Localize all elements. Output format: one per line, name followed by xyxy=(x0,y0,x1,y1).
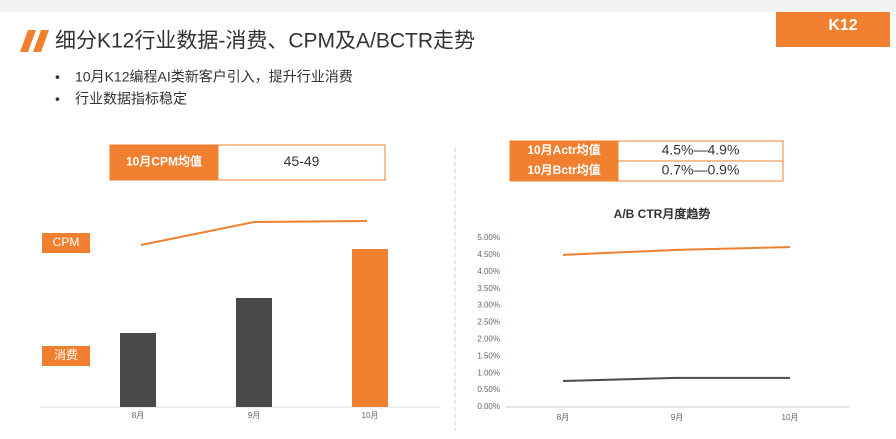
x-tick-label: 8月 xyxy=(557,413,569,422)
bullet: 行业数据指标稳定 xyxy=(75,91,187,107)
x-tick-label: 9月 xyxy=(248,411,260,420)
table-value: 0.7%—0.9% xyxy=(662,162,740,178)
chart-title: A/B CTR月度趋势 xyxy=(614,206,711,221)
table-value: 4.5%—4.9% xyxy=(662,142,740,158)
y-tick-label: 2.50% xyxy=(477,318,500,327)
y-tick-label: 5.00% xyxy=(477,233,500,242)
table-key: 10月CPM均值 xyxy=(126,154,202,169)
bar xyxy=(236,298,272,407)
bar xyxy=(120,333,156,407)
series-label-box xyxy=(42,346,90,366)
series-label-box xyxy=(42,233,90,253)
bullet-dot: • xyxy=(55,69,60,85)
y-tick-label: 0.00% xyxy=(477,402,500,411)
y-tick-label: 1.00% xyxy=(477,368,500,377)
table-key-cell xyxy=(109,144,219,181)
tag-box xyxy=(776,12,890,47)
x-tick-label: 8月 xyxy=(132,411,144,420)
top-strip xyxy=(0,0,896,12)
title: 细分K12行业数据-消费、CPM及A/BCTR走势 xyxy=(55,30,475,53)
y-tick-label: 2.00% xyxy=(477,335,500,344)
table-value-cell xyxy=(617,160,784,182)
line xyxy=(140,220,368,246)
line xyxy=(562,376,790,382)
slash-icon xyxy=(33,30,49,52)
y-tick-label: 3.50% xyxy=(477,284,500,293)
y-tick-label: 4.50% xyxy=(477,250,500,259)
table-value-cell xyxy=(217,144,386,181)
series-label: 消费 xyxy=(54,348,78,362)
tag: K12 xyxy=(828,17,857,34)
left-chart: 10月CPM均值 45-49 8月 9月 10月 消费 CPM xyxy=(40,144,440,420)
bullet-dot: • xyxy=(55,91,60,107)
line xyxy=(562,246,791,256)
y-tick-label: 0.50% xyxy=(477,385,500,394)
x-tick-label: 9月 xyxy=(671,413,683,422)
y-tick-label: 1.50% xyxy=(477,351,500,360)
x-tick-label: 10月 xyxy=(782,413,799,422)
table-key: 10月Bctr均值 xyxy=(527,162,600,177)
y-tick-label: 3.00% xyxy=(477,301,500,310)
bar xyxy=(352,249,388,407)
table-value: 45-49 xyxy=(284,153,320,169)
slash-icon xyxy=(20,30,36,52)
x-tick-label: 10月 xyxy=(362,411,379,420)
table-key: 10月Actr均值 xyxy=(527,142,600,157)
bullet: 10月K12编程AI类新客户引入，提升行业消费 xyxy=(75,69,353,85)
right-chart: 10月Actr均值 4.5%—4.9% 10月Bctr均值 0.7%—0.9% A/B … xyxy=(477,140,850,422)
y-tick-label: 4.00% xyxy=(477,267,500,276)
series-label: CPM xyxy=(53,235,80,249)
